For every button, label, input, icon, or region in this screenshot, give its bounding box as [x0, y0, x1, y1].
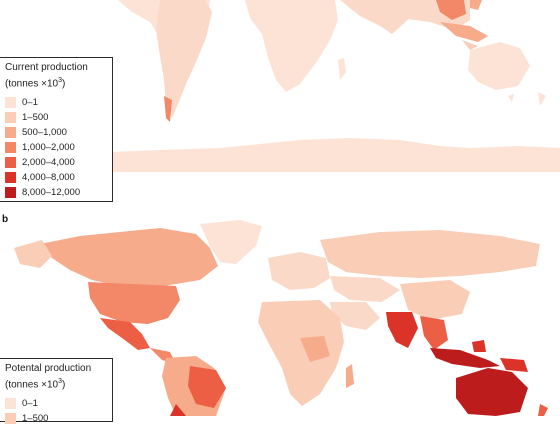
potential-production-legend: Potental production (tonnes ×103) 0–1 1–5…	[0, 358, 113, 425]
legend-row: 4,000–8,000	[5, 170, 106, 185]
brazil-region	[188, 366, 226, 408]
legend-label: 0–1	[22, 398, 38, 410]
legend-row: 1–500	[5, 110, 106, 125]
potential-production-map	[0, 218, 560, 416]
china-region	[436, 0, 466, 20]
usa-region	[88, 282, 180, 324]
legend-swatch	[5, 187, 16, 199]
southeast-asia-region	[440, 22, 488, 42]
legend-label: 1–500	[22, 112, 49, 124]
legend-unit: (tonnes ×103)	[5, 377, 66, 390]
legend-row: 0–1	[5, 95, 106, 110]
legend-label: 4,000–8,000	[22, 172, 75, 184]
south-america-region	[156, 0, 212, 118]
current-production-map	[0, 0, 560, 200]
australia-region-b	[456, 368, 528, 416]
legend-swatch	[5, 157, 16, 169]
current-production-legend: Current production (tonnes ×103) 0–1 1–50…	[0, 57, 113, 202]
legend-swatch	[5, 413, 16, 425]
legend-label: 1–500	[22, 413, 49, 425]
russia-region	[320, 230, 540, 278]
legend-swatch	[5, 398, 16, 410]
legend-row: 8,000–12,000	[5, 185, 106, 200]
legend-row: 1–500	[5, 411, 106, 426]
legend-row: 0–1	[5, 396, 106, 411]
legend-row: 500–1,000	[5, 125, 106, 140]
legend-unit: (tonnes ×103)	[5, 76, 66, 89]
legend-row: 2,000–4,000	[5, 155, 106, 170]
africa-region	[245, 0, 338, 92]
legend-label: 8,000–12,000	[22, 187, 81, 199]
legend-title: Current production	[5, 62, 88, 73]
antarctica-region	[110, 138, 560, 172]
legend-swatch	[5, 142, 16, 154]
china-region-b	[400, 280, 470, 320]
legend-row: 1,000–2,000	[5, 140, 106, 155]
india-region	[386, 312, 418, 348]
legend-swatch	[5, 112, 16, 124]
canada-region	[40, 228, 218, 288]
australia-region	[468, 42, 530, 90]
legend-swatch	[5, 97, 16, 109]
legend-swatch	[5, 127, 16, 139]
legend-label: 2,000–4,000	[22, 157, 75, 169]
europe-region-b	[268, 252, 330, 290]
indonesia-region	[430, 348, 500, 368]
mexico-region	[100, 318, 150, 350]
legend-label: 1,000–2,000	[22, 142, 75, 154]
legend-label: 0–1	[22, 97, 38, 109]
legend-title: Potental production	[5, 363, 92, 374]
greenland-region	[200, 220, 262, 264]
korea-region	[470, 0, 482, 10]
south-asia-region	[340, 0, 420, 34]
africa-region-b	[258, 300, 344, 406]
alaska-region	[14, 240, 52, 268]
legend-label: 500–1,000	[22, 127, 67, 139]
panel-label-b: b	[2, 214, 9, 225]
legend-swatch	[5, 172, 16, 184]
